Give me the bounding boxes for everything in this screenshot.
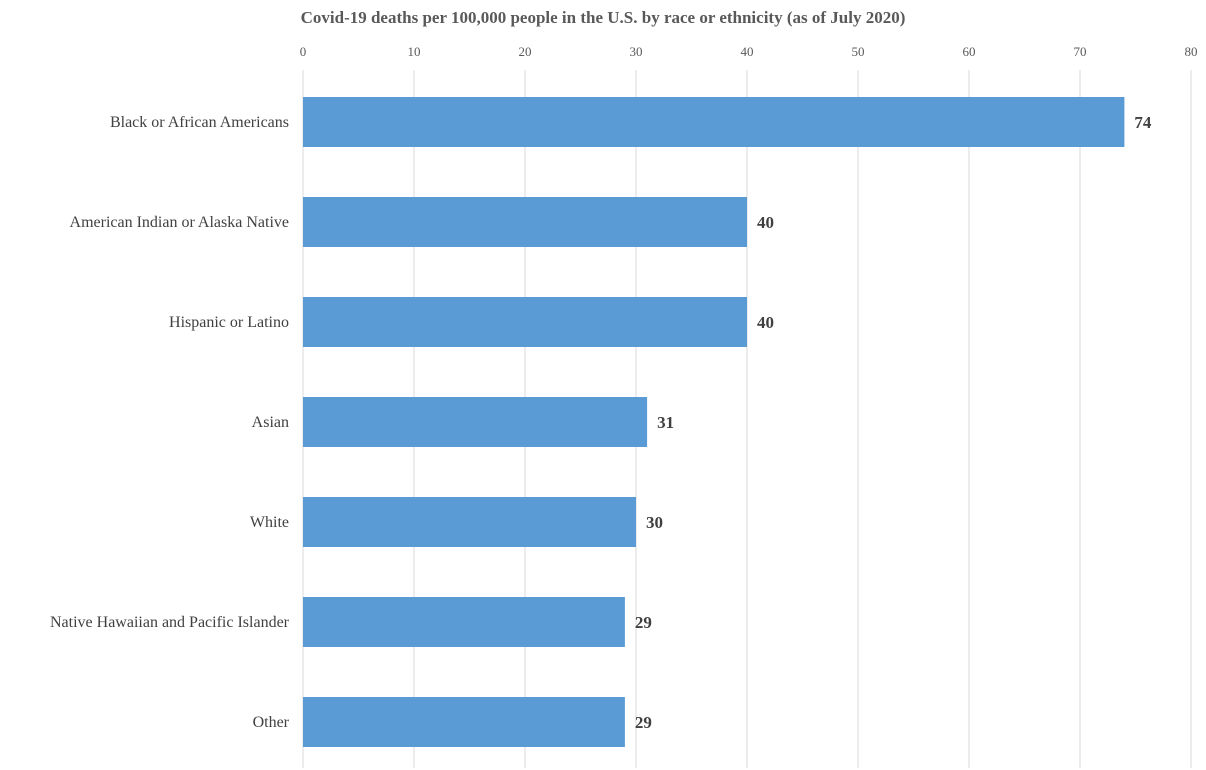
bar — [303, 397, 648, 447]
data-label: 29 — [635, 713, 652, 732]
x-axis-ticks: 0 10 20 30 40 50 60 70 80 — [300, 44, 1198, 59]
category-labels: Black or African Americans American India… — [50, 114, 290, 731]
x-tick-label: 20 — [519, 44, 532, 59]
data-label: 74 — [1134, 113, 1152, 132]
bar — [303, 297, 747, 347]
bar — [303, 497, 636, 547]
category-label: Other — [253, 714, 290, 731]
x-tick-label: 80 — [1185, 44, 1198, 59]
data-labels: 74 40 40 31 30 29 29 — [635, 113, 1152, 732]
x-tick-label: 60 — [963, 44, 976, 59]
category-label: American Indian or Alaska Native — [70, 214, 289, 231]
x-tick-label: 10 — [408, 44, 421, 59]
x-tick-label: 30 — [630, 44, 643, 59]
x-tick-label: 40 — [741, 44, 754, 59]
category-label: White — [250, 514, 289, 531]
category-label: Hispanic or Latino — [169, 314, 289, 331]
bar — [303, 697, 625, 747]
data-label: 40 — [757, 213, 774, 232]
x-tick-label: 0 — [300, 44, 307, 59]
data-label: 30 — [646, 513, 663, 532]
category-label: Asian — [252, 414, 289, 431]
category-label: Native Hawaiian and Pacific Islander — [50, 614, 290, 631]
x-tick-label: 50 — [852, 44, 865, 59]
bar — [303, 597, 625, 647]
x-tick-label: 70 — [1074, 44, 1087, 59]
bar — [303, 97, 1125, 147]
data-label: 40 — [757, 313, 774, 332]
bars — [303, 97, 1125, 747]
data-label: 31 — [657, 413, 674, 432]
category-label: Black or African Americans — [110, 114, 289, 131]
chart-title: Covid-19 deaths per 100,000 people in th… — [300, 8, 906, 27]
bar — [303, 197, 747, 247]
data-label: 29 — [635, 613, 652, 632]
